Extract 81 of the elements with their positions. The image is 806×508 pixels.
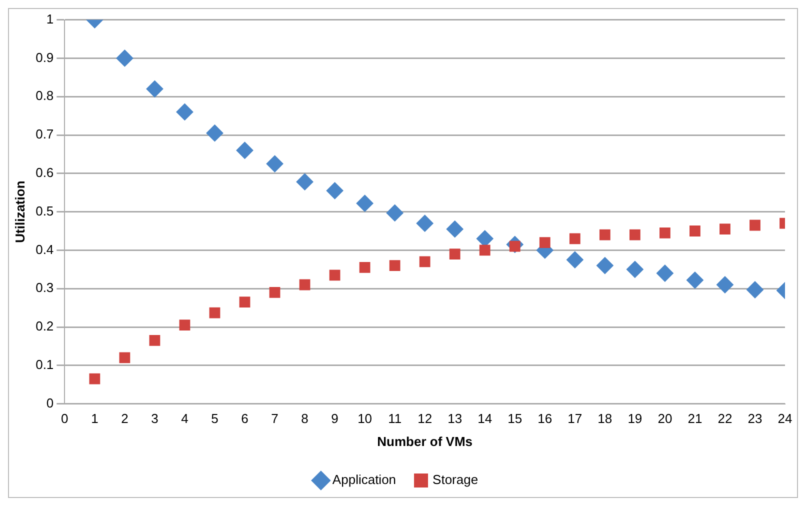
x-tick-label: 3: [151, 411, 158, 426]
point: [209, 307, 220, 318]
point: [299, 279, 310, 290]
x-tick-label: 11: [388, 411, 402, 426]
y-tick-label: 0.7: [36, 126, 54, 142]
point: [356, 194, 374, 212]
x-tick-label: 23: [748, 411, 762, 426]
point: [656, 264, 674, 282]
point: [236, 142, 254, 159]
point: [690, 226, 700, 236]
point: [750, 220, 760, 231]
point: [569, 233, 580, 244]
point: [479, 244, 490, 256]
point: [599, 229, 610, 240]
legend-label: Application: [332, 472, 396, 488]
point: [206, 124, 224, 142]
point: [269, 286, 280, 298]
legend-label: Storage: [432, 472, 478, 488]
point: [716, 276, 734, 294]
y-tick-label: 0.3: [36, 280, 54, 296]
y-tick-label: 0.4: [36, 242, 54, 257]
point: [746, 281, 764, 298]
point: [359, 262, 370, 273]
y-tick-label: 0.2: [36, 318, 54, 334]
y-tick-label: 1: [46, 11, 54, 26]
x-tick-label: 10: [358, 411, 372, 426]
x-tick-label: 14: [478, 411, 492, 426]
point: [686, 272, 704, 289]
x-tick-label: 8: [301, 411, 308, 426]
x-tick-label: 22: [718, 411, 732, 426]
point: [239, 296, 250, 308]
x-tick-label: 0: [61, 411, 68, 426]
point: [176, 103, 194, 120]
y-tick-label: 0.5: [36, 203, 54, 218]
point: [626, 260, 644, 278]
point: [146, 80, 164, 98]
point: [419, 256, 430, 268]
point: [720, 224, 730, 235]
x-tick-label: 5: [211, 411, 218, 426]
y-tick-label: 0.6: [36, 164, 54, 180]
x-tick-label: 19: [628, 411, 642, 426]
y-tick-label: 0.1: [36, 356, 54, 372]
y-axis-title: Utilization: [12, 180, 28, 243]
point: [179, 320, 190, 331]
point: [116, 50, 134, 67]
point: [446, 220, 464, 238]
x-tick-label: 6: [241, 411, 248, 426]
x-tick-label: 1: [91, 411, 98, 426]
x-tick-label: 2: [121, 411, 128, 426]
x-tick-label: 20: [658, 411, 672, 426]
x-tick-label: 12: [418, 411, 432, 426]
x-tick-label: 18: [598, 411, 612, 426]
point: [566, 251, 584, 268]
y-tick-label: 0.9: [36, 50, 54, 65]
x-tick-label: 16: [538, 411, 552, 426]
x-tick-label: 15: [508, 411, 522, 426]
point: [89, 373, 100, 384]
x-tick-label: 7: [271, 411, 278, 426]
point: [386, 204, 404, 222]
x-tick-label: 9: [331, 411, 338, 426]
point: [266, 155, 284, 172]
point: [389, 260, 400, 272]
point: [119, 352, 130, 364]
x-tick-label: 4: [181, 411, 188, 426]
x-axis-title: Number of VMs: [377, 434, 473, 449]
y-tick-label: 0: [46, 395, 54, 410]
x-tick-label: 24: [778, 411, 792, 426]
point: [449, 248, 460, 260]
x-tick-label: 21: [688, 411, 702, 426]
point: [149, 334, 160, 346]
x-tick-label: 17: [568, 411, 582, 426]
point: [659, 227, 670, 238]
point: [596, 257, 614, 274]
point: [416, 214, 434, 232]
y-tick-label: 0.8: [36, 88, 54, 104]
point: [539, 237, 550, 248]
point: [329, 270, 340, 281]
point: [296, 173, 314, 190]
x-tick-label: 13: [448, 411, 462, 426]
point: [326, 182, 344, 200]
point: [629, 229, 640, 240]
